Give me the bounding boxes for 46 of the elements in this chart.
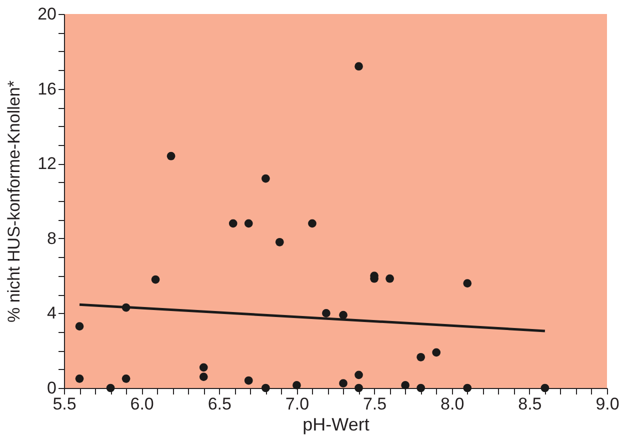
- point: [416, 352, 426, 362]
- point: [432, 348, 441, 357]
- point: [75, 322, 84, 330]
- y-tick-label: 4: [47, 304, 56, 323]
- point: [244, 376, 253, 385]
- point: [463, 279, 472, 288]
- point: [106, 384, 115, 392]
- point: [401, 381, 410, 390]
- y-tick-label: 16: [38, 79, 56, 98]
- point: [262, 384, 270, 392]
- point: [228, 219, 238, 228]
- y-tick-label: 0: [47, 378, 56, 398]
- x-tick-label: 9.0: [596, 394, 620, 414]
- point: [75, 374, 84, 383]
- y-tick-label: 12: [38, 154, 56, 174]
- x-tick-label: 7.0: [285, 394, 310, 414]
- point: [292, 381, 301, 390]
- y-axis-title: % nicht HUS-konforme-Knollen*: [4, 80, 24, 322]
- y-tick-label: 20: [38, 4, 56, 24]
- point: [354, 62, 363, 71]
- x-tick-label: 6.0: [130, 394, 154, 414]
- point: [308, 219, 316, 228]
- x-tick-label: 7.5: [362, 394, 387, 414]
- point: [339, 379, 348, 388]
- point: [322, 309, 330, 318]
- point: [275, 238, 284, 246]
- point: [122, 374, 130, 383]
- point: [244, 219, 253, 228]
- point: [463, 384, 472, 392]
- point: [199, 363, 208, 372]
- point: [166, 152, 176, 160]
- point: [151, 275, 160, 284]
- y-tick-label: 8: [47, 228, 56, 248]
- point: [339, 310, 348, 320]
- point: [199, 372, 208, 381]
- x-axis-title: pH-Wert: [302, 414, 370, 434]
- x-tick-label: 5.5: [52, 394, 76, 414]
- point: [354, 384, 363, 392]
- point: [540, 384, 550, 392]
- point: [416, 384, 426, 392]
- point: [262, 174, 270, 183]
- point: [354, 370, 363, 380]
- x-tick-label: 6.5: [208, 394, 232, 414]
- x-tick-label: 8.5: [518, 394, 542, 414]
- x-tick-label: 8.0: [440, 394, 464, 414]
- point: [386, 274, 394, 283]
